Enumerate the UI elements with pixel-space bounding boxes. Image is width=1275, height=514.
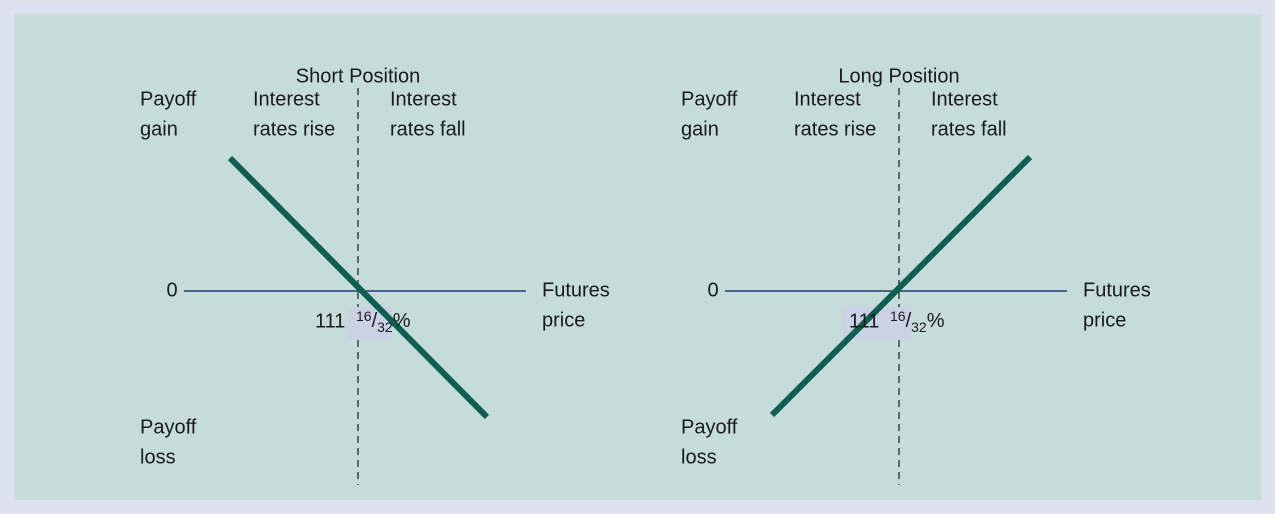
panel-title: Long Position	[838, 65, 959, 87]
x-axis-label: price	[542, 309, 585, 331]
price-denominator: 32	[911, 319, 927, 335]
price-separator: /	[906, 310, 912, 332]
price-unit: %	[927, 310, 945, 332]
zero-label: 0	[166, 279, 177, 301]
payoff-loss-label: Payoff	[681, 416, 738, 438]
payoff-gain-label: Payoff	[681, 88, 738, 110]
price-separator: /	[372, 310, 378, 332]
rates-rise-label: rates rise	[253, 118, 335, 140]
price-fraction: 16/32%	[890, 308, 945, 335]
rates-fall-label: rates fall	[390, 118, 466, 140]
payoff-line	[227, 155, 490, 420]
price-numerator: 16	[356, 308, 372, 324]
price-numerator: 16	[890, 308, 906, 324]
rates-rise-label: Interest	[794, 88, 861, 110]
payoff-gain-label: gain	[140, 118, 178, 140]
price-denominator: 32	[377, 319, 393, 335]
payoff-loss-label: Payoff	[140, 416, 197, 438]
panel-background	[14, 14, 1261, 500]
x-axis-label: Futures	[1083, 279, 1151, 301]
x-axis-label: price	[1083, 309, 1126, 331]
x-axis-label: Futures	[542, 279, 610, 301]
panel-title: Short Position	[296, 65, 421, 87]
payoff-gain-label: Payoff	[140, 88, 197, 110]
price-whole: 111	[849, 310, 879, 332]
payoff-gain-label: gain	[681, 118, 719, 140]
rates-fall-label: Interest	[931, 88, 998, 110]
price-whole: 111	[315, 310, 345, 332]
payoff-loss-label: loss	[140, 446, 176, 468]
rates-rise-label: rates rise	[794, 118, 876, 140]
price-fraction: 16/32%	[356, 308, 411, 335]
payoff-line	[769, 154, 1033, 418]
rates-rise-label: Interest	[253, 88, 320, 110]
zero-label: 0	[707, 279, 718, 301]
price-unit: %	[393, 310, 411, 332]
rates-fall-label: Interest	[390, 88, 457, 110]
rates-fall-label: rates fall	[931, 118, 1007, 140]
payoff-loss-label: loss	[681, 446, 717, 468]
